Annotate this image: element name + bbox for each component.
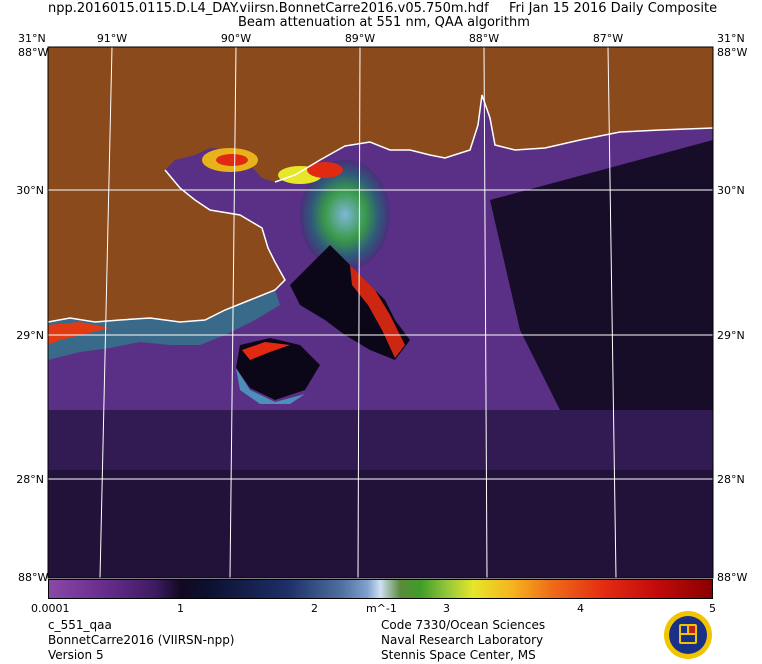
map-panel: 91°W 90°W 89°W 88°W 87°W 31°N 88°W 31°N … [16, 32, 747, 584]
corner-label-top-left-alt: 88°W [18, 46, 48, 59]
footer-version: Version 5 [48, 648, 104, 662]
footer-dataset: BonnetCarre2016 (VIIRSN-npp) [48, 633, 235, 647]
graticule [48, 46, 713, 579]
lat-label-29n-left: 29°N [16, 329, 44, 342]
lat-label-29n-right: 29°N [717, 329, 745, 342]
colorbar-tick-3: 3 [443, 602, 450, 615]
lat-label-28n-left: 28°N [16, 473, 44, 486]
colorbar-tick-1: 1 [177, 602, 184, 615]
colorbar-tick-2: 2 [311, 602, 318, 615]
lat-label-30n-right: 30°N [717, 184, 745, 197]
colorbar-gradient [48, 579, 713, 599]
no-data-east [490, 140, 713, 410]
image-filename: npp.2016015.0115.D.L4_DAY.viirsn.BonnetC… [48, 1, 489, 16]
lon-label-88w: 88°W [469, 32, 499, 45]
coastal-turbid-fringe [48, 290, 280, 360]
lon-label-87w: 87°W [593, 32, 623, 45]
corner-label-top-right-alt: 88°W [717, 46, 747, 59]
map-frame [47, 46, 714, 579]
nrl-seal-icon [664, 611, 712, 659]
colorbar-unit: m^-1 [366, 602, 397, 615]
colorbar [48, 579, 713, 599]
corner-label-bottom-left: 88°W [18, 571, 48, 584]
corner-label-top-left: 31°N [18, 32, 46, 45]
footer-product-code: c_551_qaa [48, 618, 112, 632]
colorbar-tick-5: 5 [709, 602, 716, 615]
river-plume [300, 160, 390, 270]
mississippi-delta [290, 245, 410, 360]
lon-label-89w: 89°W [345, 32, 375, 45]
colorbar-tick-0: 0.0001 [31, 602, 70, 615]
corner-label-bottom-right: 88°W [717, 571, 747, 584]
lon-label-90w: 90°W [221, 32, 251, 45]
footer-org-code: Code 7330/Ocean Sciences [381, 618, 546, 632]
footer-org-name: Naval Research Laboratory [381, 633, 544, 647]
corner-label-top-right: 31°N [717, 32, 745, 45]
lat-label-28n-right: 28°N [717, 473, 745, 486]
lon-label-91w: 91°W [97, 32, 127, 45]
coastline [47, 94, 714, 323]
footer-org-location: Stennis Space Center, MS [381, 648, 536, 662]
product-title: Beam attenuation at 551 nm, QAA algorith… [238, 15, 530, 30]
composite-date: Fri Jan 15 2016 Daily Composite [509, 1, 718, 16]
land-mass [48, 47, 713, 322]
lat-label-30n-left: 30°N [16, 184, 44, 197]
colorbar-tick-4: 4 [577, 602, 584, 615]
